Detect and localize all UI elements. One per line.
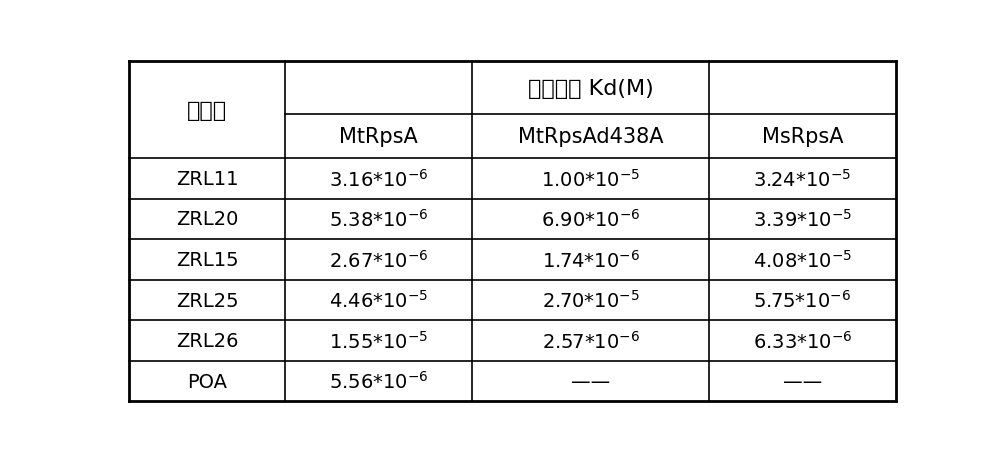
- Text: 2.57*10$^{-6}$: 2.57*10$^{-6}$: [542, 330, 640, 352]
- Text: ZRL26: ZRL26: [176, 331, 238, 350]
- Text: MtRpsA: MtRpsA: [339, 127, 418, 147]
- Text: 5.38*10$^{-6}$: 5.38*10$^{-6}$: [329, 208, 428, 230]
- Text: MsRpsA: MsRpsA: [762, 127, 843, 147]
- Text: MtRpsAd438A: MtRpsAd438A: [518, 127, 663, 147]
- Text: 化合物: 化合物: [187, 101, 227, 120]
- Text: 6.33*10$^{-6}$: 6.33*10$^{-6}$: [753, 330, 852, 352]
- Text: ZRL15: ZRL15: [176, 251, 238, 269]
- Text: 5.56*10$^{-6}$: 5.56*10$^{-6}$: [329, 370, 428, 392]
- Text: POA: POA: [187, 372, 227, 391]
- Text: ZRL11: ZRL11: [176, 169, 238, 189]
- Text: 3.39*10$^{-5}$: 3.39*10$^{-5}$: [753, 208, 852, 230]
- Text: 3.16*10$^{-6}$: 3.16*10$^{-6}$: [329, 168, 428, 190]
- Text: ——: ——: [783, 372, 822, 391]
- Text: 2.70*10$^{-5}$: 2.70*10$^{-5}$: [542, 290, 639, 311]
- Text: 4.08*10$^{-5}$: 4.08*10$^{-5}$: [753, 249, 852, 271]
- Text: 1.74*10$^{-6}$: 1.74*10$^{-6}$: [542, 249, 640, 271]
- Text: 5.75*10$^{-6}$: 5.75*10$^{-6}$: [753, 290, 851, 311]
- Text: 3.24*10$^{-5}$: 3.24*10$^{-5}$: [753, 168, 851, 190]
- Text: 6.90*10$^{-6}$: 6.90*10$^{-6}$: [541, 208, 640, 230]
- Text: 2.67*10$^{-6}$: 2.67*10$^{-6}$: [329, 249, 428, 271]
- Text: 1.55*10$^{-5}$: 1.55*10$^{-5}$: [329, 330, 428, 352]
- Text: ZRL20: ZRL20: [176, 210, 238, 229]
- Text: ZRL25: ZRL25: [176, 291, 238, 310]
- Text: 解离常数 Kd(M): 解离常数 Kd(M): [528, 78, 653, 98]
- Text: ——: ——: [571, 372, 610, 391]
- Text: 4.46*10$^{-5}$: 4.46*10$^{-5}$: [329, 290, 428, 311]
- Text: 1.00*10$^{-5}$: 1.00*10$^{-5}$: [541, 168, 640, 190]
